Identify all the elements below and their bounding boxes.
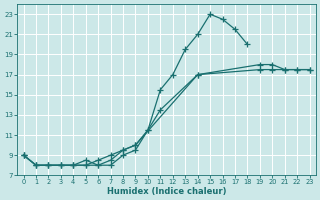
X-axis label: Humidex (Indice chaleur): Humidex (Indice chaleur) [107, 187, 226, 196]
